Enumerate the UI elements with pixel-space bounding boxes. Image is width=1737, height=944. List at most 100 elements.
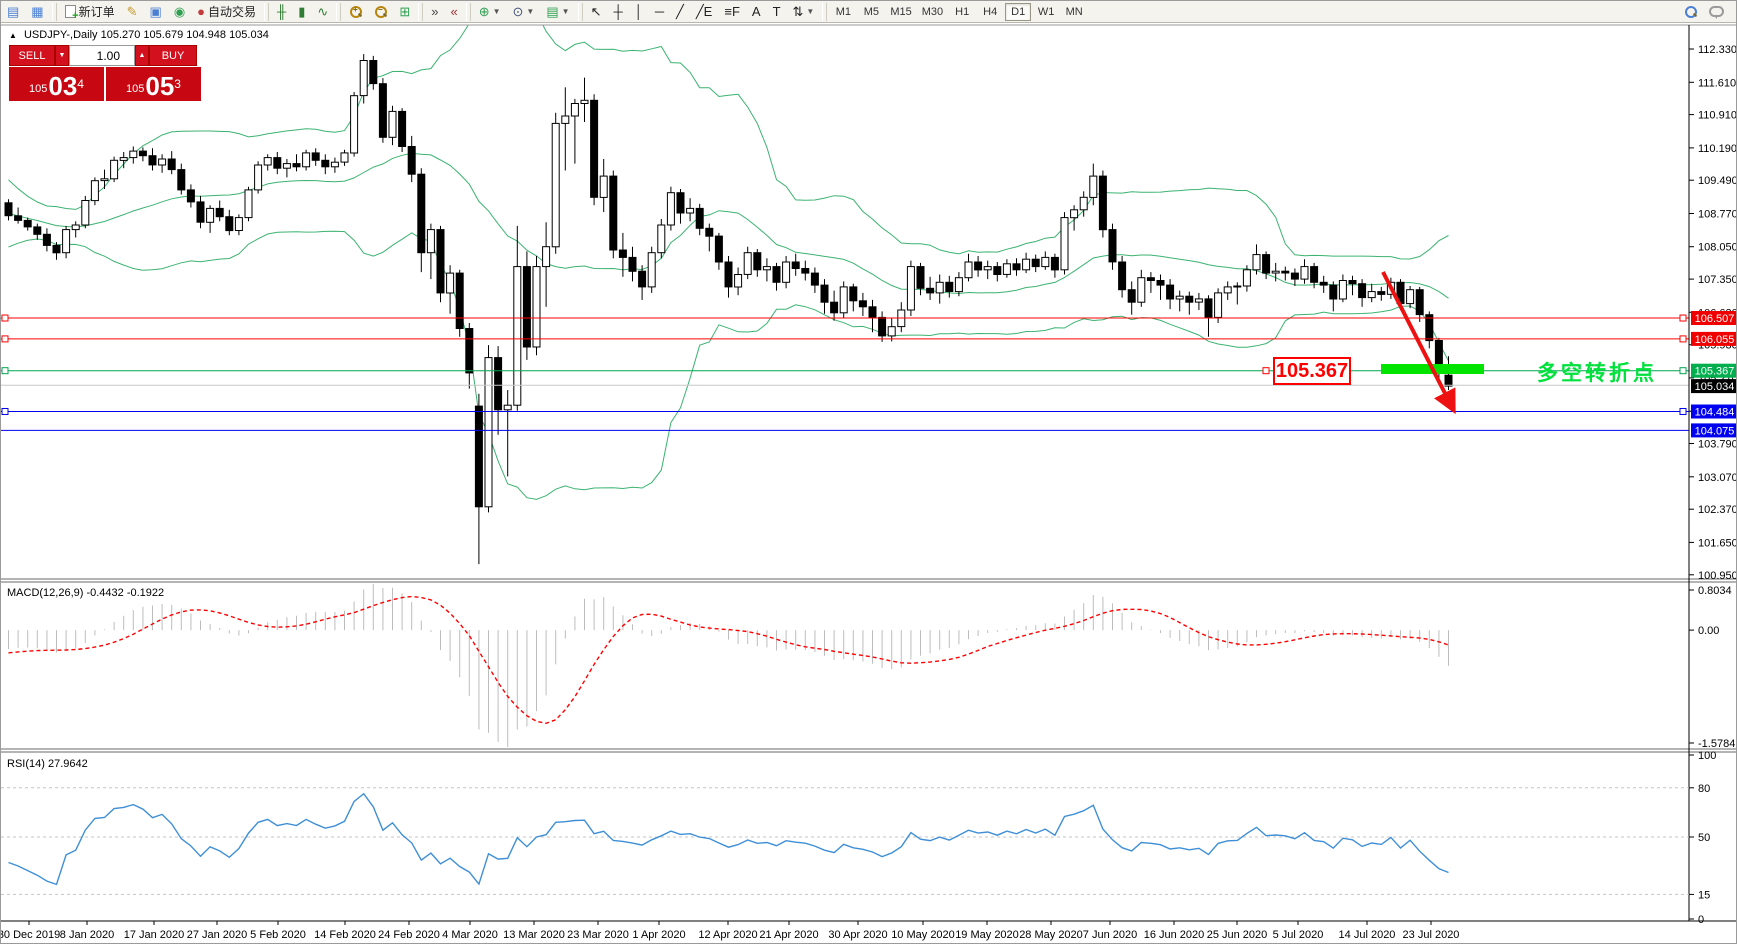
zoom-out-icon[interactable]: − [369,2,392,22]
candle-chart-icon[interactable]: ▮ [293,2,310,22]
volume-increment-button[interactable]: ▲ [135,45,149,66]
strategy-tester-icon[interactable]: ◉ [169,2,190,22]
terminal-icon: ▣ [149,4,162,19]
line-handle[interactable] [1679,314,1687,322]
candle-body [110,159,119,180]
community-chat-icon[interactable] [1704,2,1729,22]
timeframe-m5-button[interactable]: M5 [863,5,879,18]
fibonacci-icon[interactable]: ≡F [719,2,745,22]
new-order-icon-label: 新订单 [78,5,115,19]
crosshair-icon[interactable]: ┼ [608,2,627,22]
text-icon[interactable]: A [747,2,766,22]
time-axis-labels: 30 Dec 2019 8 Jan 2020 17 Jan 2020 27 Jan 2… [1,921,1459,941]
trendline-icon[interactable]: ╱ [671,2,689,22]
templates-icon-dropdown[interactable]: ▼ [561,7,570,16]
trend-arrow[interactable] [1381,271,1456,415]
candle-body [1137,277,1146,303]
bar-chart-icon[interactable]: ╫ [272,2,291,22]
candle-body [340,152,349,163]
timeframe-w1-button[interactable]: W1 [1037,5,1055,18]
candle-body [1070,209,1079,219]
line-handle[interactable] [1679,407,1687,415]
indicators-icon[interactable]: ⊕ ▼ [474,2,506,22]
arrow-tools-icon-dropdown[interactable]: ▼ [806,7,815,16]
candle-body [532,266,541,348]
candle-body [1271,270,1280,274]
periods-icon[interactable]: ⊙ ▼ [508,2,540,22]
arrow-tools-icon[interactable]: ⇅ ▼ [788,2,820,22]
tile-windows-icon[interactable]: ⊞ [394,2,415,22]
price-annotation-box[interactable]: 105.367 [1273,357,1351,385]
templates-icon[interactable]: ▤ ▼ [541,2,574,22]
candle-body [4,202,13,217]
toolbar-separator [822,2,828,21]
timeframe-h4-button[interactable]: H4 [983,5,998,18]
horizontal-line-icon[interactable]: ─ [650,2,669,22]
timeframe-mn-button[interactable]: MN [1065,5,1083,18]
autotrading-icon[interactable]: ● 自动交易 [192,2,261,22]
cursor-icon[interactable]: ↖ [586,2,607,22]
timeframe-m30-button[interactable]: M30 [921,5,944,18]
line-chart-icon[interactable]: ∿ [312,2,333,22]
candle-body [1406,289,1415,305]
buy-price-display[interactable]: 105 05 3 [106,67,201,101]
svg-text:0.8034: 0.8034 [1698,585,1732,597]
metaeditor-icon[interactable]: ✎ [122,2,143,22]
label-icon[interactable]: T [768,2,786,22]
new-order-icon[interactable]: 新订单 [60,2,120,22]
candle-body [1089,175,1098,198]
candle-body [561,115,570,124]
zoom-in-icon[interactable]: + [344,2,367,22]
data-window-icon: ▦ [31,4,44,19]
candle-body [23,219,32,228]
timeframe-d1-button[interactable]: D1 [1005,2,1032,21]
candle-body [1041,256,1050,268]
price-tick-label: 108.050 [1698,242,1737,254]
rsi-line [8,792,1449,886]
market-watch-icon[interactable]: ▤ [2,2,24,22]
date-tick-label: 10 May 2020 [891,929,955,941]
candle-body [887,326,896,337]
sell-button[interactable]: SELL [9,45,55,66]
line-handle[interactable] [1,367,9,375]
candle-body [263,157,272,166]
vertical-line-icon[interactable]: │ [630,2,648,22]
timeframe-m15-button[interactable]: M15 [890,5,912,18]
periods-icon-dropdown[interactable]: ▼ [526,7,535,16]
volume-input[interactable] [69,45,135,66]
date-tick-label: 7 Jun 2020 [1083,929,1137,941]
data-window-icon[interactable]: ▦ [26,2,48,22]
line-handle[interactable] [1679,367,1687,375]
auto-scroll-icon[interactable]: » [426,2,443,22]
price-tick-label: 102.370 [1698,504,1737,516]
candle-body [206,207,215,223]
line-handle[interactable] [1,314,9,322]
zoom-out-icon: − [374,5,388,18]
terminal-icon[interactable]: ▣ [145,2,167,22]
candle-body [292,163,301,168]
date-tick-label: 19 May 2020 [955,929,1019,941]
chart-shift-icon[interactable]: « [445,2,462,22]
date-tick-label: 12 Apr 2020 [698,929,757,941]
candle-body [100,178,109,182]
buy-button[interactable]: BUY [149,45,197,66]
timeframe-m1-button[interactable]: M1 [835,5,851,18]
candle-body [1194,298,1203,303]
volume-decrement-button[interactable]: ▼ [55,45,69,66]
candle-body [1204,298,1213,318]
candle-body [1223,286,1232,294]
line-handle[interactable] [1,335,9,343]
line-handle[interactable] [1,407,9,415]
chart-canvas: 112.330 111.610 110.910 110.190 109.490 108.7… [1,23,1737,943]
sell-price-display[interactable]: 105 03 4 [9,67,104,101]
timeframe-h1-button[interactable]: H1 [955,5,970,18]
candle-body [580,99,589,105]
indicators-icon-dropdown[interactable]: ▼ [492,7,501,16]
line-handle[interactable] [1679,335,1687,343]
channel-icon[interactable]: ╱E [691,2,718,22]
price-box-anchor[interactable] [1262,367,1270,375]
price-tick-label: 112.330 [1698,44,1737,56]
turning-point-note[interactable]: 多空转折点 [1537,362,1657,385]
collapse-triangle-icon[interactable]: ▲ [9,31,17,40]
search-icon[interactable] [1679,2,1702,22]
